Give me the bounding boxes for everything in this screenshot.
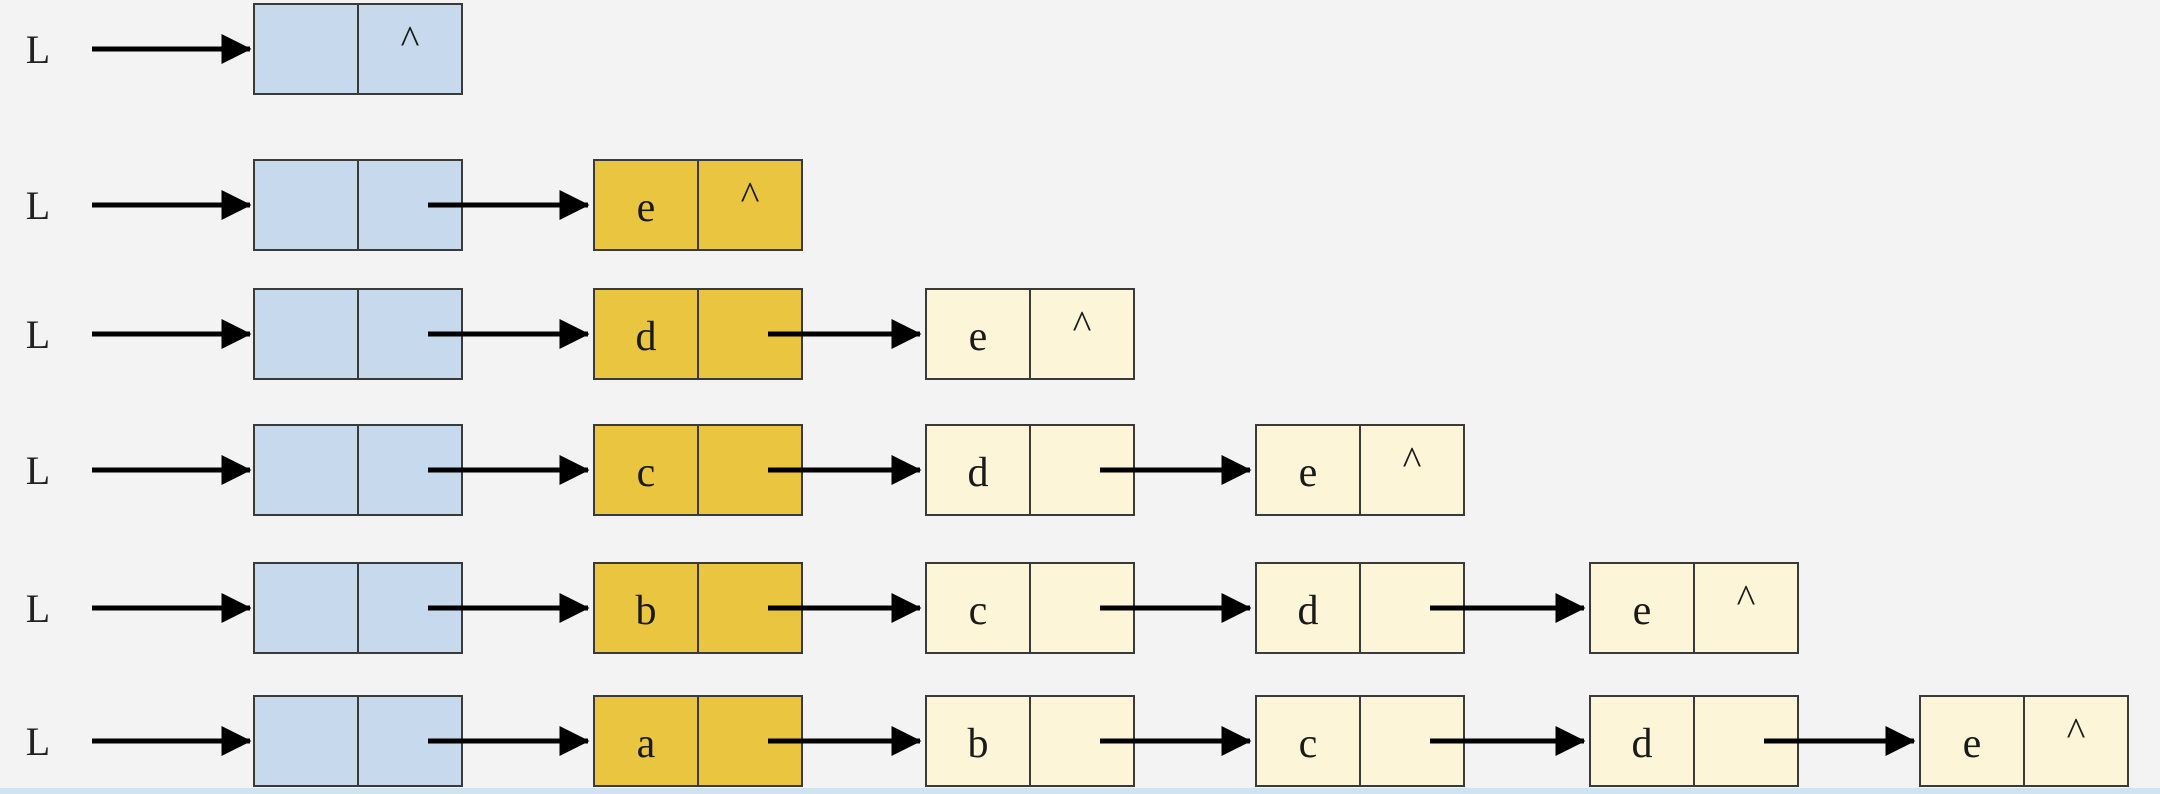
head-node <box>253 288 463 380</box>
head-pointer-label: L <box>26 448 50 493</box>
head-pointer-label: L <box>26 719 50 764</box>
node-data-value: a <box>637 721 656 767</box>
node-data-value: e <box>969 314 988 360</box>
head-node: ^ <box>253 3 463 95</box>
node-next-value: ^ <box>741 173 760 218</box>
node-data-value: b <box>636 588 657 634</box>
head-node <box>253 159 463 251</box>
head-node <box>253 562 463 654</box>
node-data-value: d <box>1298 588 1319 634</box>
node-next-value: ^ <box>1737 576 1756 621</box>
list-node: e ^ <box>593 159 803 251</box>
head-pointer-label: L <box>26 27 50 72</box>
node-data-value: e <box>1633 588 1652 634</box>
node-data-value: e <box>1963 721 1982 767</box>
node-data-value: c <box>637 450 656 496</box>
list-node: d <box>1589 695 1799 787</box>
node-data-value: b <box>968 721 989 767</box>
list-node: e ^ <box>925 288 1135 380</box>
list-node: d <box>925 424 1135 516</box>
list-node: d <box>593 288 803 380</box>
node-next-value: ^ <box>401 17 420 62</box>
list-node: d <box>1255 562 1465 654</box>
list-node: b <box>925 695 1135 787</box>
list-node: e ^ <box>1255 424 1465 516</box>
list-node: e ^ <box>1919 695 2129 787</box>
head-node <box>253 424 463 516</box>
node-data-value: e <box>637 185 656 231</box>
head-pointer-label: L <box>26 183 50 228</box>
node-next-value: ^ <box>2067 709 2086 754</box>
head-pointer-label: L <box>26 312 50 357</box>
list-node: b <box>593 562 803 654</box>
bottom-edge-bar <box>0 788 2160 794</box>
node-data-value: c <box>969 588 988 634</box>
list-row: L ^ <box>26 3 463 95</box>
node-next-value: ^ <box>1073 302 1092 347</box>
node-data-value: d <box>636 314 657 360</box>
head-pointer-label: L <box>26 586 50 631</box>
node-next-value: ^ <box>1403 438 1422 483</box>
list-node: c <box>1255 695 1465 787</box>
list-node: a <box>593 695 803 787</box>
list-node: e ^ <box>1589 562 1799 654</box>
node-data-value: d <box>1632 721 1653 767</box>
node-data-value: e <box>1299 450 1318 496</box>
node-data-value: d <box>968 450 989 496</box>
list-node: c <box>925 562 1135 654</box>
node-data-value: c <box>1299 721 1318 767</box>
